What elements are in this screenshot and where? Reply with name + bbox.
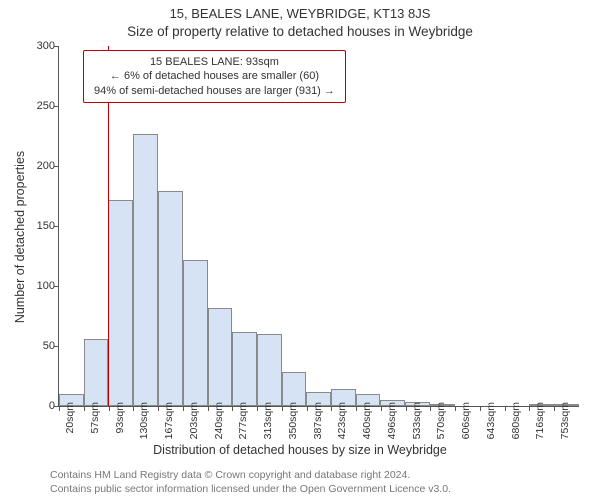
x-tick-label: 643sqm — [485, 402, 497, 439]
x-tick-label: 57sqm — [89, 402, 101, 434]
y-axis-label: Number of detached properties — [13, 117, 27, 357]
y-tick-mark — [54, 346, 59, 347]
x-tick-mark — [505, 406, 506, 411]
callout-line2: ← 6% of detached houses are smaller (60) — [94, 69, 335, 83]
x-axis-label: Distribution of detached houses by size … — [0, 443, 600, 457]
x-tick-mark — [183, 406, 184, 411]
bar — [282, 372, 306, 406]
x-tick-label: 20sqm — [64, 402, 76, 434]
x-tick-mark — [208, 406, 209, 411]
plot-area: 050100150200250300 20sqm57sqm93sqm130sqm… — [58, 46, 579, 407]
chart-title: Size of property relative to detached ho… — [0, 24, 600, 39]
x-tick-mark — [133, 406, 134, 411]
x-tick-mark — [84, 406, 85, 411]
bar — [84, 339, 108, 406]
y-tick-label: 100 — [15, 280, 55, 292]
x-tick-label: 753sqm — [559, 402, 571, 439]
callout-box: 15 BEALES LANE: 93sqm ← 6% of detached h… — [83, 50, 346, 103]
y-tick-mark — [54, 46, 59, 47]
x-tick-label: 167sqm — [163, 402, 175, 439]
bar — [183, 260, 208, 406]
x-tick-label: 460sqm — [361, 402, 373, 439]
x-tick-mark — [59, 406, 60, 411]
callout-line3: 94% of semi-detached houses are larger (… — [94, 84, 335, 98]
x-tick-label: 240sqm — [213, 402, 225, 439]
x-tick-mark — [282, 406, 283, 411]
bar — [108, 200, 133, 406]
y-tick-label: 150 — [15, 220, 55, 232]
y-tick-mark — [54, 286, 59, 287]
x-tick-label: 387sqm — [312, 402, 324, 439]
bar — [158, 191, 182, 406]
y-tick-label: 200 — [15, 160, 55, 172]
x-tick-label: 570sqm — [435, 402, 447, 439]
x-tick-label: 130sqm — [138, 402, 150, 439]
bar — [208, 308, 232, 406]
x-tick-label: 680sqm — [510, 402, 522, 439]
x-tick-label: 93sqm — [114, 402, 126, 434]
y-tick-mark — [54, 106, 59, 107]
x-tick-label: 350sqm — [287, 402, 299, 439]
x-tick-mark — [158, 406, 159, 411]
super-title: 15, BEALES LANE, WEYBRIDGE, KT13 8JS — [0, 6, 600, 21]
x-tick-mark — [331, 406, 332, 411]
x-tick-mark — [356, 406, 357, 411]
x-tick-label: 313sqm — [262, 402, 274, 439]
y-tick-label: 250 — [15, 100, 55, 112]
y-tick-label: 50 — [15, 340, 55, 352]
x-tick-mark — [529, 406, 530, 411]
x-tick-mark — [480, 406, 481, 411]
chart-container: 15, BEALES LANE, WEYBRIDGE, KT13 8JS Siz… — [0, 0, 600, 500]
bar — [133, 134, 158, 406]
x-tick-label: 203sqm — [188, 402, 200, 439]
x-tick-label: 716sqm — [534, 402, 546, 439]
x-tick-mark — [455, 406, 456, 411]
x-tick-mark — [430, 406, 431, 411]
x-tick-mark — [554, 406, 555, 411]
y-tick-mark — [54, 226, 59, 227]
y-tick-mark — [54, 166, 59, 167]
x-tick-label: 606sqm — [460, 402, 472, 439]
footer-line1: Contains HM Land Registry data © Crown c… — [50, 468, 590, 482]
bar — [232, 332, 257, 406]
bar — [257, 334, 282, 406]
callout-line1: 15 BEALES LANE: 93sqm — [94, 55, 335, 69]
x-tick-mark — [307, 406, 308, 411]
footer-line2: Contains public sector information licen… — [50, 482, 590, 496]
y-tick-label: 300 — [15, 40, 55, 52]
x-tick-label: 496sqm — [386, 402, 398, 439]
x-tick-mark — [232, 406, 233, 411]
x-tick-mark — [406, 406, 407, 411]
x-tick-mark — [381, 406, 382, 411]
x-tick-label: 277sqm — [237, 402, 249, 439]
x-tick-label: 533sqm — [411, 402, 423, 439]
x-tick-mark — [257, 406, 258, 411]
footer: Contains HM Land Registry data © Crown c… — [50, 468, 590, 496]
y-tick-label: 0 — [15, 400, 55, 412]
x-tick-mark — [109, 406, 110, 411]
x-tick-label: 423sqm — [336, 402, 348, 439]
